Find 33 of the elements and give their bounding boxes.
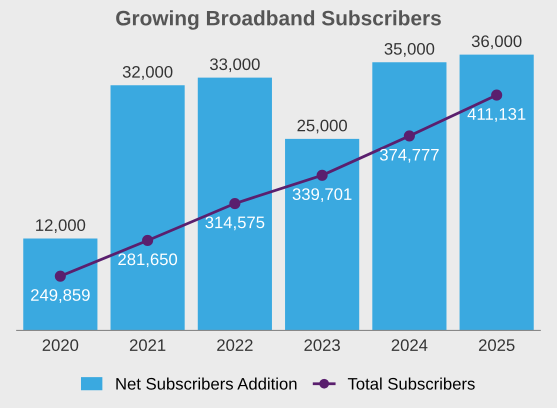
bar bbox=[460, 54, 534, 330]
data-label: 33,000 bbox=[210, 58, 260, 72]
legend-label: Total Subscribers bbox=[348, 377, 475, 390]
data-label: 374,777 bbox=[380, 148, 439, 163]
point bbox=[316, 170, 328, 181]
bar bbox=[372, 62, 446, 330]
data-label: 32,000 bbox=[122, 66, 172, 80]
x-tick-label: 2021 bbox=[130, 339, 166, 352]
bar bbox=[198, 78, 272, 330]
x-tick-label: 2024 bbox=[392, 339, 428, 352]
bar bbox=[23, 238, 98, 330]
data-label: 281,650 bbox=[118, 253, 178, 268]
x-tick-label: 2025 bbox=[478, 339, 514, 352]
bar bbox=[285, 138, 360, 330]
data-label: 314,575 bbox=[205, 216, 264, 230]
data-label: 411,131 bbox=[468, 108, 526, 122]
point bbox=[491, 90, 502, 101]
data-label: 249,859 bbox=[31, 289, 90, 303]
data-label: 12,000 bbox=[36, 219, 86, 234]
data-label: 339,701 bbox=[292, 188, 352, 202]
point bbox=[54, 270, 66, 282]
data-label: 25,000 bbox=[297, 120, 347, 134]
x-tick-label: 2020 bbox=[42, 339, 78, 352]
data-label: 35,000 bbox=[384, 42, 434, 57]
bar bbox=[110, 85, 185, 330]
x-tick-label: 2022 bbox=[217, 339, 253, 352]
chart-title: Growing Broadband Subscribers bbox=[116, 10, 441, 30]
point bbox=[142, 234, 154, 246]
x-tick-label: 2023 bbox=[304, 339, 340, 352]
point bbox=[404, 130, 415, 142]
point bbox=[229, 198, 240, 210]
data-label: 36,000 bbox=[472, 35, 522, 50]
legend-label: Net Subscribers Addition bbox=[116, 377, 296, 390]
